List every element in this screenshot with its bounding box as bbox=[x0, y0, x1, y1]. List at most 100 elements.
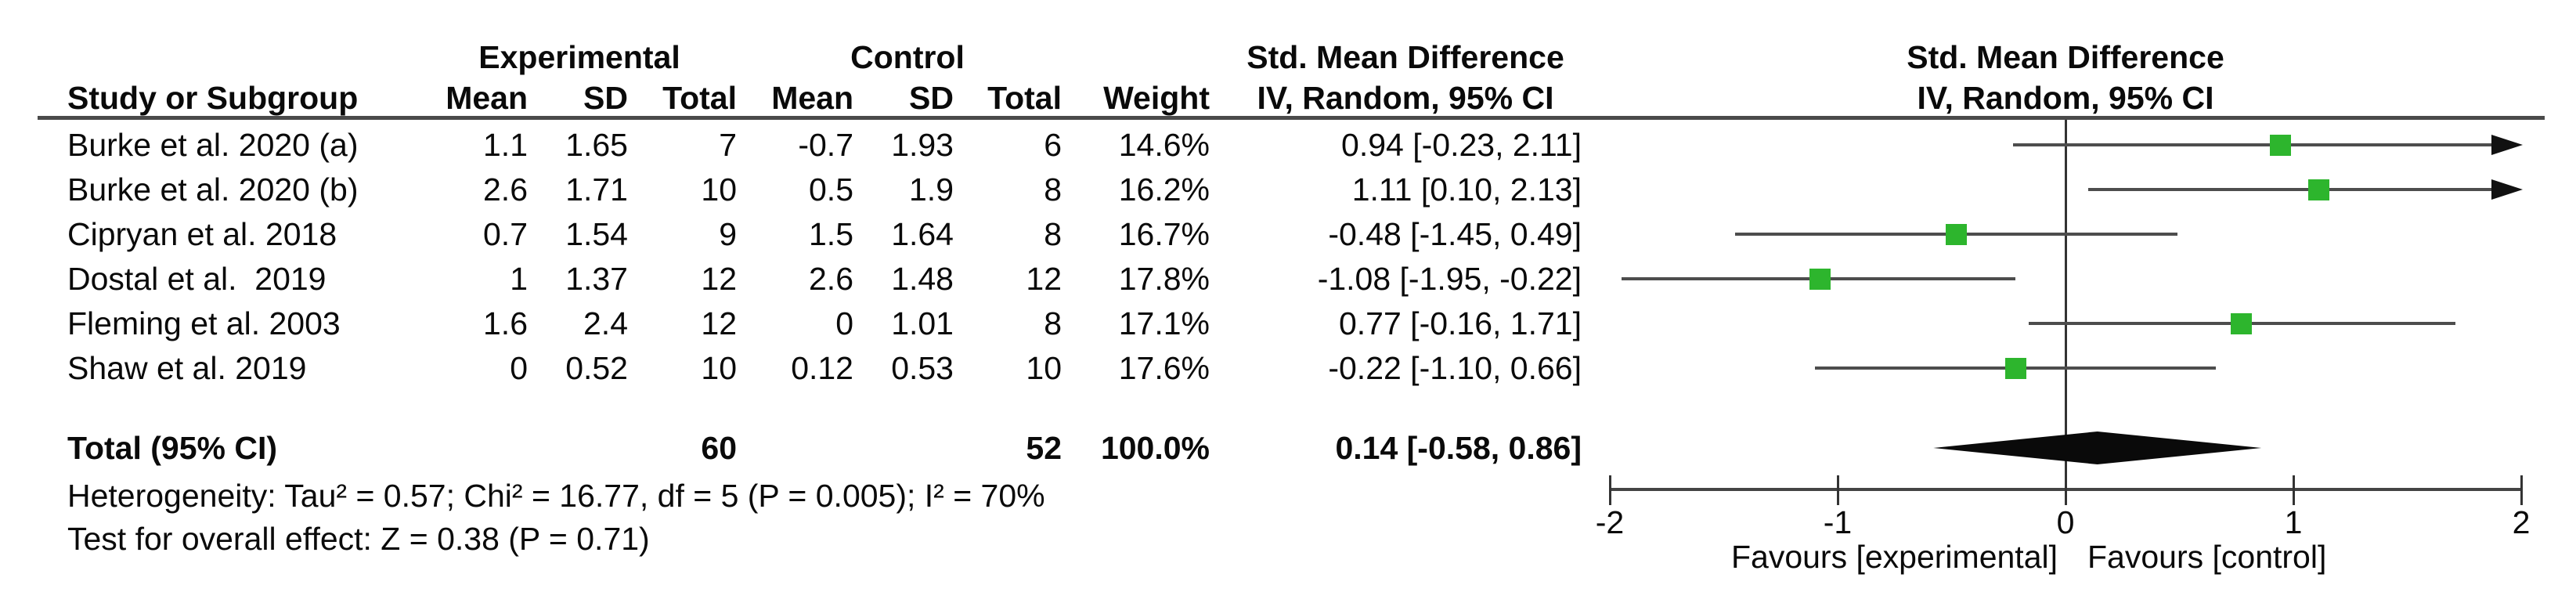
ctl-sd-value: 1.64 bbox=[891, 216, 954, 252]
study-label: Fleming et al. 2003 bbox=[67, 305, 341, 341]
weight-value: 14.6% bbox=[1118, 127, 1210, 163]
study-column-header: Study or Subgroup bbox=[67, 80, 359, 116]
axis-tick-label: -1 bbox=[1823, 504, 1853, 540]
ctl-mean-value: -0.7 bbox=[798, 127, 853, 163]
ctl-mean-value: 2.6 bbox=[809, 261, 853, 297]
ctl-sd-value: 1.01 bbox=[891, 305, 954, 341]
smd-ci-value: 1.11 [0.10, 2.13] bbox=[1351, 172, 1582, 208]
ctl-mean-value: 0 bbox=[835, 305, 853, 341]
smd-text-column-header: Std. Mean Difference bbox=[1247, 39, 1564, 75]
axis-tick-label: 1 bbox=[2284, 504, 2303, 540]
smd-ci-value: 0.77 [-0.16, 1.71] bbox=[1338, 305, 1582, 341]
exp-total-value: 12 bbox=[701, 305, 737, 341]
study-label: Burke et al. 2020 (a) bbox=[67, 127, 359, 163]
smd-ci-value: 0.94 [-0.23, 2.11] bbox=[1341, 127, 1582, 163]
ctl-sd-value: 1.93 bbox=[891, 127, 954, 163]
point-estimate-marker bbox=[1809, 269, 1831, 290]
smd-plot-column-header: Std. Mean Difference bbox=[1907, 39, 2224, 75]
ctl-sd-value: 1.48 bbox=[891, 261, 954, 297]
study-label: Cipryan et al. 2018 bbox=[67, 216, 337, 252]
exp-mean-value: 1.1 bbox=[483, 127, 528, 163]
favours-control-label: Favours [control] bbox=[2087, 539, 2327, 575]
favours-experimental-label: Favours [experimental] bbox=[1730, 539, 2058, 575]
exp-total-value: 10 bbox=[701, 350, 737, 386]
exp-sd-value: 1.71 bbox=[565, 172, 628, 208]
total-ctl-total: 52 bbox=[1026, 430, 1062, 466]
axis-tick bbox=[2292, 475, 2295, 505]
exp-sd-value: 1.54 bbox=[565, 216, 628, 252]
total-smd-ci: 0.14 [-0.58, 0.86] bbox=[1335, 430, 1582, 466]
weight-header: Weight bbox=[1103, 80, 1210, 116]
ctl-mean-value: 1.5 bbox=[809, 216, 853, 252]
exp-mean-value: 1 bbox=[510, 261, 528, 297]
smd-ci-value: -0.22 [-1.10, 0.66] bbox=[1328, 350, 1582, 386]
ctl-total-value: 8 bbox=[1044, 305, 1062, 341]
ctl-total-value: 8 bbox=[1044, 216, 1062, 252]
point-estimate-marker bbox=[2004, 358, 2026, 379]
ctl-sd-header: SD bbox=[909, 80, 954, 116]
point-estimate-marker bbox=[2231, 313, 2253, 334]
exp-total-value: 12 bbox=[701, 261, 737, 297]
exp-total-value: 7 bbox=[719, 127, 737, 163]
weight-value: 17.1% bbox=[1118, 305, 1210, 341]
ctl-total-value: 8 bbox=[1044, 172, 1062, 208]
control-group-header: Control bbox=[850, 39, 965, 75]
exp-mean-value: 2.6 bbox=[483, 172, 528, 208]
exp-mean-header: Mean bbox=[446, 80, 528, 116]
iv-plot-column-header: IV, Random, 95% CI bbox=[1917, 80, 2214, 116]
weight-value: 16.2% bbox=[1118, 172, 1210, 208]
smd-ci-value: -0.48 [-1.45, 0.49] bbox=[1328, 216, 1582, 252]
smd-ci-value: -1.08 [-1.95, -0.22] bbox=[1317, 261, 1582, 297]
axis-tick-label: 0 bbox=[2056, 504, 2075, 540]
axis-tick bbox=[2064, 475, 2067, 505]
ctl-mean-value: 0.12 bbox=[791, 350, 853, 386]
axis-tick bbox=[1608, 475, 1611, 505]
weight-value: 17.6% bbox=[1118, 350, 1210, 386]
ci-line bbox=[2088, 188, 2493, 191]
point-estimate-marker bbox=[2269, 135, 2291, 156]
weight-value: 17.8% bbox=[1118, 261, 1210, 297]
zero-effect-line bbox=[2064, 120, 2067, 505]
exp-sd-value: 1.37 bbox=[565, 261, 628, 297]
study-label: Dostal et al. 2019 bbox=[67, 261, 327, 297]
header-divider bbox=[38, 116, 2545, 120]
ci-line bbox=[2013, 143, 2493, 146]
exp-total-header: Total bbox=[662, 80, 737, 116]
exp-sd-value: 0.52 bbox=[565, 350, 628, 386]
study-label: Shaw et al. 2019 bbox=[67, 350, 307, 386]
ctl-mean-header: Mean bbox=[771, 80, 853, 116]
ctl-total-value: 12 bbox=[1026, 261, 1062, 297]
ctl-total-value: 6 bbox=[1044, 127, 1062, 163]
axis-tick-label: -2 bbox=[1595, 504, 1625, 540]
exp-sd-value: 1.65 bbox=[565, 127, 628, 163]
overall-diamond bbox=[1933, 431, 2262, 464]
iv-text-column-header: IV, Random, 95% CI bbox=[1257, 80, 1554, 116]
exp-mean-value: 0 bbox=[510, 350, 528, 386]
total-exp-total: 60 bbox=[701, 430, 737, 466]
overall-effect-test: Test for overall effect: Z = 0.38 (P = 0… bbox=[67, 521, 650, 557]
total-weight: 100.0% bbox=[1100, 430, 1210, 466]
arrow-right-icon bbox=[2491, 179, 2523, 200]
arrow-right-icon bbox=[2491, 135, 2523, 155]
exp-sd-value: 2.4 bbox=[583, 305, 628, 341]
exp-total-value: 9 bbox=[719, 216, 737, 252]
ctl-total-header: Total bbox=[987, 80, 1062, 116]
ctl-sd-value: 0.53 bbox=[891, 350, 954, 386]
ctl-total-value: 10 bbox=[1026, 350, 1062, 386]
point-estimate-marker bbox=[2308, 179, 2329, 200]
study-label: Burke et al. 2020 (b) bbox=[67, 172, 359, 208]
exp-mean-value: 1.6 bbox=[483, 305, 528, 341]
weight-value: 16.7% bbox=[1118, 216, 1210, 252]
axis-tick bbox=[1836, 475, 1839, 505]
axis-tick-label: 2 bbox=[2512, 504, 2531, 540]
heterogeneity-stats: Heterogeneity: Tau² = 0.57; Chi² = 16.77… bbox=[67, 478, 1045, 514]
total-label: Total (95% CI) bbox=[67, 430, 278, 466]
point-estimate-marker bbox=[1946, 224, 1968, 245]
exp-sd-header: SD bbox=[583, 80, 628, 116]
experimental-group-header: Experimental bbox=[478, 39, 680, 75]
ctl-mean-value: 0.5 bbox=[809, 172, 853, 208]
exp-total-value: 10 bbox=[701, 172, 737, 208]
axis-tick bbox=[2520, 475, 2523, 505]
